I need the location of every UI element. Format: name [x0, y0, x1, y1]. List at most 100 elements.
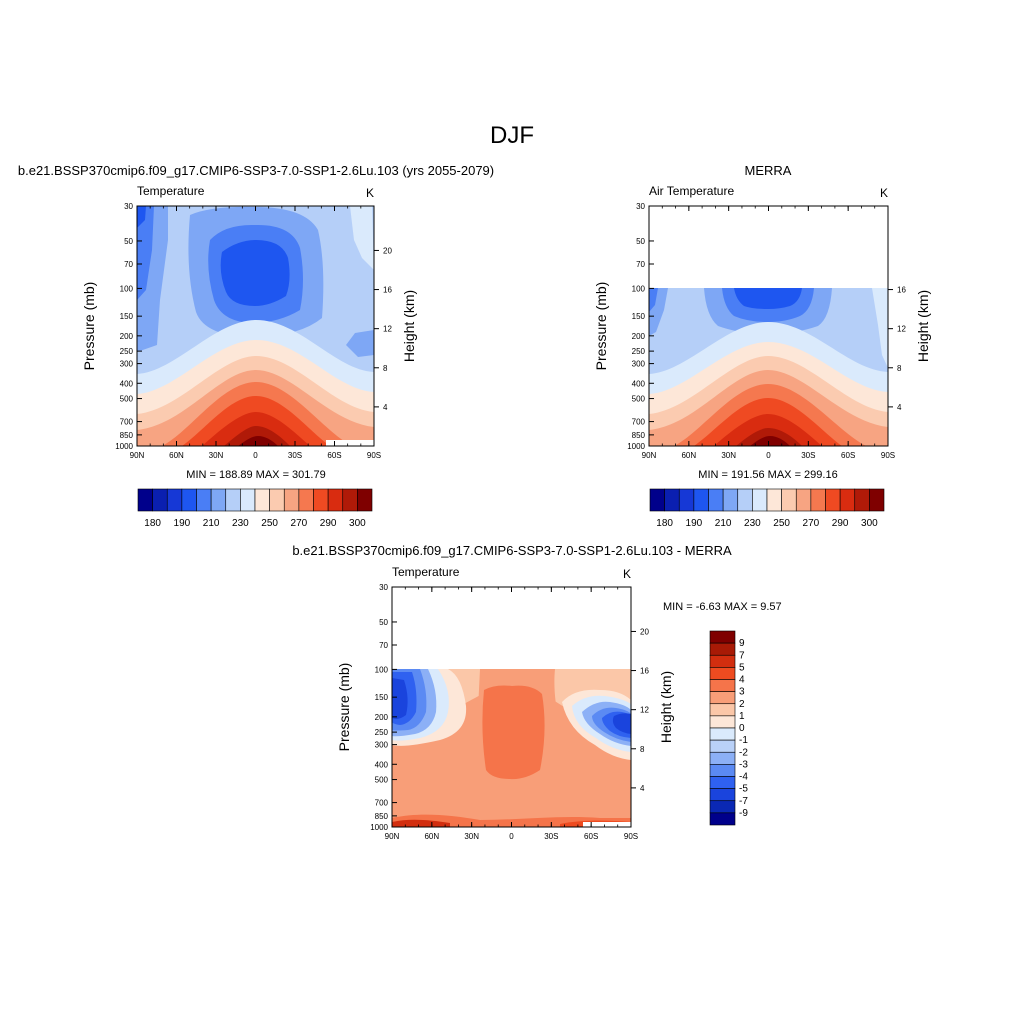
x-tick-label: 60N	[681, 451, 696, 460]
panel-obs-axes: 90N 60N 30N 0 30S 60S 90S 30 50 70 100 150 200 250 300…	[627, 202, 906, 460]
colorbar-label: 210	[715, 518, 732, 529]
panel-model-y2label: Height (km)	[401, 290, 417, 362]
colorbar-swatch	[869, 488, 885, 512]
y2-tick-label: 16	[897, 286, 906, 295]
colorbar-label: 3	[739, 687, 745, 698]
colorbar-swatch	[709, 642, 736, 656]
panel-obs-variable-label: Air Temperature	[649, 184, 734, 198]
colorbar-swatch	[708, 488, 724, 512]
y-tick-label: 30	[379, 583, 388, 592]
colorbar-label: -2	[739, 747, 748, 758]
y-tick-label: 300	[120, 360, 134, 369]
colorbar-swatch	[327, 488, 344, 512]
colorbar-label: -9	[739, 808, 748, 819]
colorbar-label: 4	[739, 675, 745, 686]
colorbar-swatch	[839, 488, 856, 512]
y-tick-label: 850	[632, 431, 646, 440]
panel-diff-ylabel: Pressure (mb)	[336, 663, 352, 752]
y2-tick-label: 12	[897, 325, 906, 334]
colorbar-swatch	[752, 488, 768, 512]
y-tick-label: 100	[375, 665, 389, 674]
y2-tick-label: 20	[640, 627, 649, 636]
x-tick-label: 60N	[169, 451, 184, 460]
x-tick-label: 90S	[881, 451, 895, 460]
x-tick-label: 60N	[424, 832, 439, 841]
panel-diff-top-title: b.e21.BSSP370cmip6.f09_g17.CMIP6-SSP3-7.…	[292, 543, 732, 558]
y2-tick-label: 12	[640, 706, 649, 715]
y-tick-label: 200	[120, 332, 134, 341]
colorbar-swatch	[254, 488, 270, 512]
x-tick-label: 90S	[624, 832, 638, 841]
colorbar-swatch	[781, 488, 797, 512]
y-tick-label: 150	[632, 312, 646, 321]
colorbar-label: 190	[686, 518, 703, 529]
y-tick-label: 850	[120, 431, 134, 440]
colorbar-label: 290	[832, 518, 849, 529]
panel-diff-units-label: K	[623, 567, 631, 581]
panel-model: b.e21.BSSP370cmip6.f09_g17.CMIP6-SSP3-7.…	[18, 163, 494, 529]
y-tick-label: 70	[124, 260, 133, 269]
colorbar-label: 290	[320, 518, 337, 529]
colorbar-label: -4	[739, 772, 748, 783]
colorbar-swatch	[693, 488, 709, 512]
colorbar-swatch	[196, 488, 212, 512]
panel-obs-top-title: MERRA	[745, 163, 792, 178]
colorbar-label: 1	[739, 711, 745, 722]
colorbar-swatch	[709, 776, 736, 789]
panel-diff-variable-label: Temperature	[392, 565, 460, 579]
colorbar-swatch	[137, 488, 153, 512]
y-tick-label: 70	[379, 641, 388, 650]
x-tick-label: 90N	[642, 451, 657, 460]
y2-tick-label: 4	[640, 784, 645, 793]
y-tick-label: 70	[636, 260, 645, 269]
y2-tick-label: 16	[640, 667, 649, 676]
y-tick-label: 100	[632, 284, 646, 293]
x-tick-label: 0	[253, 451, 258, 460]
panel-diff-axes: 90N 60N 30N 0 30S 60S 90S 30 50 70 100 150 200 250 300…	[370, 583, 649, 841]
panel-diff-field	[392, 669, 631, 827]
y-tick-label: 700	[120, 418, 134, 427]
colorbar-swatch	[709, 715, 736, 729]
y-tick-label: 50	[124, 237, 133, 246]
y-tick-label: 250	[375, 728, 389, 737]
y2-tick-label: 12	[383, 325, 392, 334]
colorbar-swatch	[313, 488, 329, 512]
colorbar-swatch	[678, 488, 695, 512]
x-tick-label: 30S	[801, 451, 815, 460]
y2-tick-label: 8	[640, 745, 645, 754]
panel-obs-ylabel: Pressure (mb)	[593, 282, 609, 371]
x-tick-label: 30N	[464, 832, 479, 841]
colorbar-label: -3	[739, 759, 748, 770]
y-tick-label: 400	[632, 379, 646, 388]
colorbar-swatch	[709, 788, 736, 802]
panel-obs: MERRA Air Temperature K 90N 60N 30N 0 30S 60S…	[593, 163, 931, 529]
x-tick-label: 60S	[584, 832, 598, 841]
colorbar-swatch	[709, 764, 736, 777]
x-tick-label: 30N	[721, 451, 736, 460]
colorbar-swatch	[664, 488, 680, 512]
colorbar-swatch	[709, 654, 736, 668]
y-tick-label: 30	[636, 202, 645, 211]
figure-title: DJF	[490, 122, 534, 149]
colorbar-label: 300	[349, 518, 366, 529]
y-tick-label: 300	[632, 360, 646, 369]
colorbar-label: 300	[861, 518, 878, 529]
colorbar-label: 270	[291, 518, 308, 529]
y-tick-label: 850	[375, 812, 389, 821]
colorbar-swatch	[298, 488, 314, 512]
colorbar-swatch	[649, 488, 665, 512]
panel-model-colorbar: 180 190 210 230 250 270 290 300	[137, 488, 373, 529]
y-tick-label: 1000	[115, 442, 133, 451]
colorbar-swatch	[722, 488, 739, 512]
panel-obs-stats: MIN = 191.56 MAX = 299.16	[698, 469, 837, 481]
y-tick-label: 50	[636, 237, 645, 246]
y-tick-label: 200	[632, 332, 646, 341]
colorbar-swatch	[709, 751, 736, 765]
y-tick-label: 1000	[370, 823, 388, 832]
x-tick-label: 30S	[288, 451, 302, 460]
y2-tick-label: 16	[383, 286, 392, 295]
colorbar-label: 7	[739, 650, 745, 661]
colorbar-label: 230	[744, 518, 761, 529]
